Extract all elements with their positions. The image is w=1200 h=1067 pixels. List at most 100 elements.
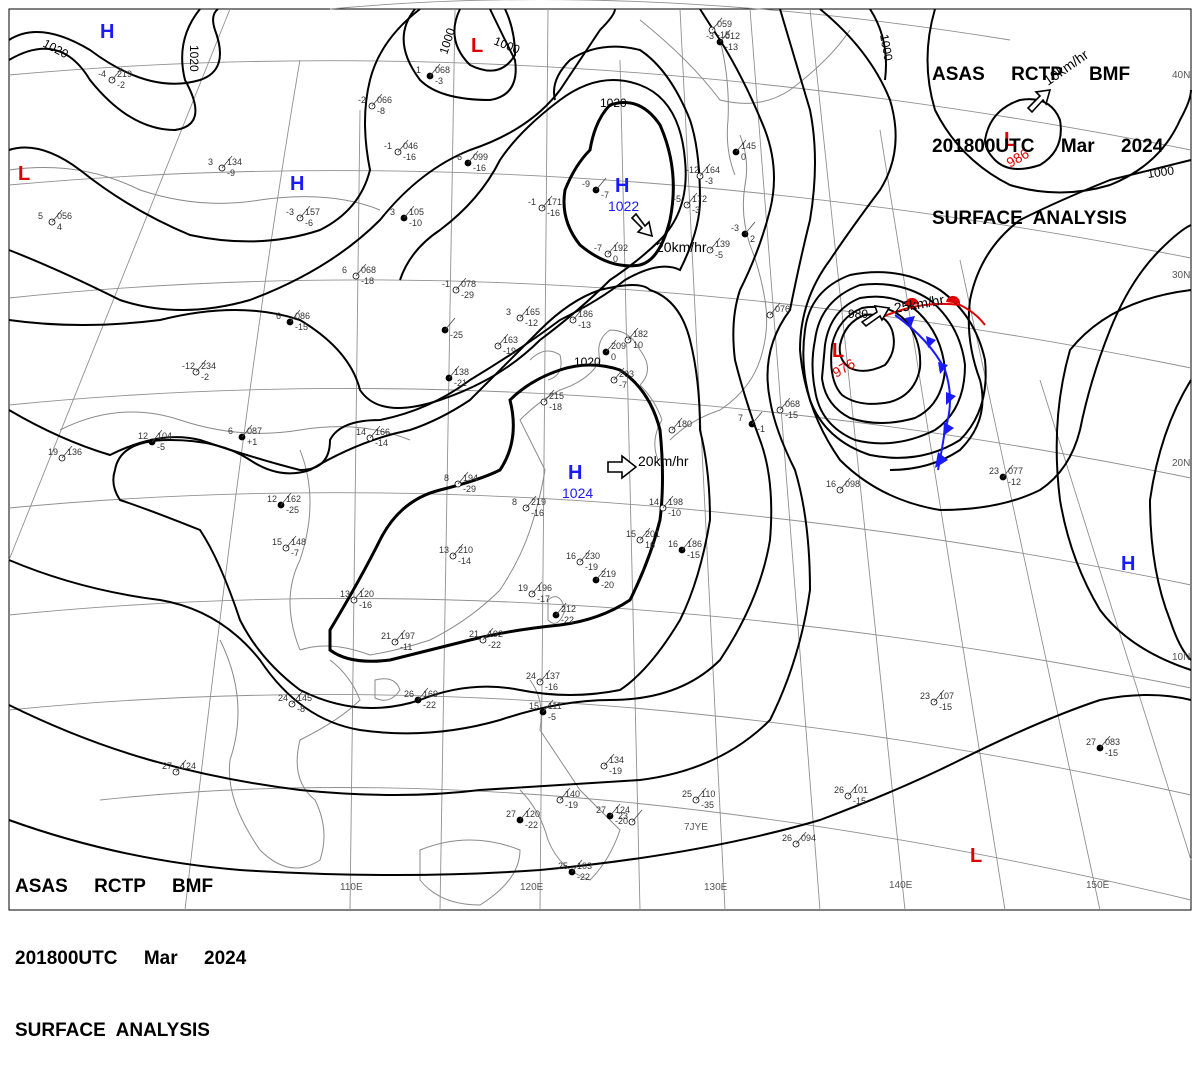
station-pressure: 134 xyxy=(609,755,624,765)
wind-barb xyxy=(280,492,292,506)
isobar-1000-east-north xyxy=(889,159,1192,471)
station-pressure: 180 xyxy=(677,419,692,429)
station-plot: -3 2 xyxy=(731,221,756,244)
station-plot: -3 012-13 xyxy=(706,29,740,52)
latitude-line-10n xyxy=(8,694,1192,796)
station-tendency: -5 xyxy=(715,250,723,260)
low-pressure-center: L xyxy=(970,845,982,867)
latitude-line-20n xyxy=(8,492,1192,586)
pressure-value: 1024 xyxy=(562,485,593,501)
station-temperature: 3 xyxy=(208,157,213,167)
station-plot: 14 198-10 xyxy=(649,495,683,518)
wind-barb xyxy=(429,63,441,77)
wind-barb xyxy=(291,691,303,705)
station-plot: 15 148-7 xyxy=(272,535,306,558)
station-temperature: -1 xyxy=(384,141,392,151)
wind-barb xyxy=(417,687,429,701)
station-tendency: -8 xyxy=(297,704,305,714)
station-plot: -3 157-6 xyxy=(286,205,320,228)
meridian-105e xyxy=(184,59,301,911)
station-pressure: 203 xyxy=(619,369,634,379)
station-pressure: 094 xyxy=(801,833,816,843)
isobar-1020-ring-h1022 xyxy=(562,101,675,268)
station-temperature: -6 xyxy=(454,152,462,162)
station-pressure: 066 xyxy=(377,95,392,105)
station-pressure: 172 xyxy=(692,194,707,204)
station-plot: 6 068-18 xyxy=(342,263,376,286)
station-tendency: -16 xyxy=(545,682,558,692)
station-pressure: 012 xyxy=(725,31,740,41)
isobar-1020-h1024 xyxy=(328,363,664,663)
station-tendency: -15 xyxy=(939,702,952,712)
coast-japan xyxy=(669,134,768,441)
station-temperature: 3 xyxy=(506,307,511,317)
warm-front xyxy=(879,295,986,326)
isobar-low-976-ring2 xyxy=(830,305,922,405)
station-plot: 15 111-5 xyxy=(529,699,562,722)
high-pressure-center: H xyxy=(290,173,304,195)
station-tendency: 0 xyxy=(613,254,618,264)
station-pressure: 196 xyxy=(537,583,552,593)
isobar-label: 1000 xyxy=(877,33,895,62)
station-pressure: 201 xyxy=(645,529,660,539)
station-temperature: 14 xyxy=(356,427,366,437)
station-tendency: 4 xyxy=(57,222,62,232)
station-pressure: 212 xyxy=(561,604,576,614)
station-pressure: 171 xyxy=(547,197,562,207)
wind-barb xyxy=(603,753,615,767)
axis-labels: 40N 30N 20N 10N 110E 120E 130E 140E 150E… xyxy=(340,70,1190,893)
meridian-120e xyxy=(539,8,549,911)
station-tendency: -16 xyxy=(359,600,372,610)
station-plot: 3 105-10 xyxy=(390,205,424,228)
station-temperature: -12 xyxy=(182,361,195,371)
station-pressure: 120 xyxy=(525,809,540,819)
station-tendency: -12 xyxy=(1008,477,1021,487)
station-pressure: 140 xyxy=(565,789,580,799)
wind-barb xyxy=(455,277,467,291)
coast-borneo xyxy=(419,839,521,906)
header-line-title: SURFACE ANALYSIS xyxy=(15,1020,210,1041)
longitude-label: 110E xyxy=(340,882,363,893)
station-tendency: -3 xyxy=(692,205,700,215)
wind-barb xyxy=(695,787,707,801)
station-pressure: 162 xyxy=(286,494,301,504)
wind-barb xyxy=(403,205,415,219)
wind-barb xyxy=(555,602,567,616)
wind-barb xyxy=(175,759,187,773)
station-plot: 076 xyxy=(766,302,790,319)
station-pressure: 068 xyxy=(785,399,800,409)
wind-barb xyxy=(595,177,607,191)
wind-barb xyxy=(681,537,693,551)
station-pressure: 068 xyxy=(435,65,450,75)
latitude-line-5n xyxy=(99,787,1192,901)
low-pressure-center: L xyxy=(832,340,844,362)
cold-front-triangle xyxy=(905,316,915,327)
station-temperature: 16 xyxy=(668,539,678,549)
station-pressure: 104 xyxy=(157,431,172,441)
high-pressure-center: H xyxy=(615,175,629,197)
station-temperature: 23 xyxy=(618,811,628,821)
coast-taiwan xyxy=(547,596,566,624)
station-plot: 212-22 xyxy=(552,602,576,625)
station-temperature: 25 xyxy=(682,789,692,799)
wind-barb xyxy=(933,689,945,703)
station-plot: 186-13 xyxy=(569,307,593,330)
motion-arrow-h1024 xyxy=(607,454,638,480)
station-temperature: 27 xyxy=(506,809,516,819)
coast-philippines xyxy=(519,679,621,881)
wind-barb xyxy=(539,669,551,683)
station-tendency: -22 xyxy=(423,700,436,710)
station-tendency: -5 xyxy=(548,712,556,722)
station-plot: -1 078-29 xyxy=(442,277,476,300)
wind-barb xyxy=(51,209,63,223)
isobar-label: 1020 xyxy=(574,355,601,369)
isobar-northwest-inner xyxy=(8,8,201,132)
wind-barb xyxy=(1099,735,1111,749)
station-pressure: 046 xyxy=(403,141,418,151)
wind-barb xyxy=(394,629,406,643)
wind-barb xyxy=(541,195,553,209)
warm-front-semicircle xyxy=(904,297,919,306)
station-plot: -5 172-3 xyxy=(673,192,707,215)
station-plot: 27 120-22 xyxy=(506,807,540,830)
station-plot: 23 107-15 xyxy=(920,689,954,712)
